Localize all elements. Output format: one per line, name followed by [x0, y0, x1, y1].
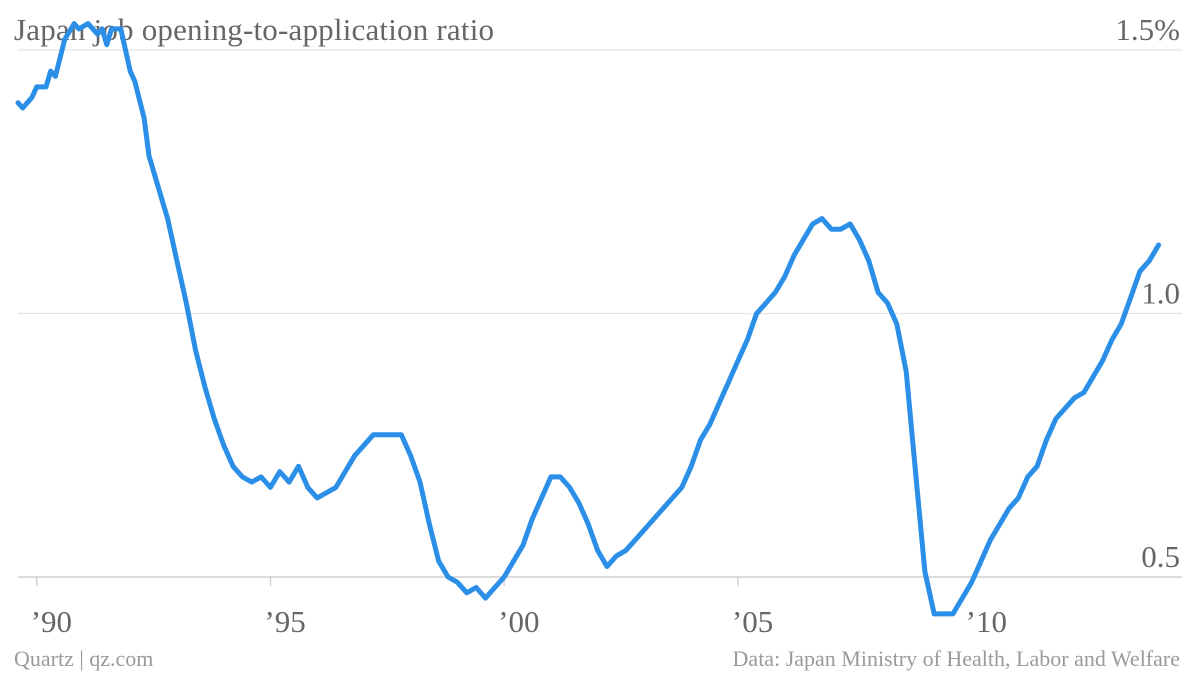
- y-axis-tick-labels: 0.5 1.0 1.5%: [1115, 12, 1180, 574]
- source-credit: Quartz | qz.com: [14, 646, 154, 671]
- y-tick-label: 1.5%: [1115, 12, 1180, 47]
- x-tick-label: ’00: [498, 604, 539, 639]
- x-tick-label: ’90: [31, 604, 72, 639]
- y-tick-label: 1.0: [1141, 276, 1180, 311]
- series-layer: [15, 21, 1162, 617]
- series-line: [15, 21, 1162, 617]
- gridlines: [18, 49, 1182, 578]
- x-tick-label: ’95: [264, 604, 305, 639]
- x-tick-label: ’10: [966, 604, 1007, 639]
- x-axis-ticks: ’90 ’95 ’00 ’05 ’10: [31, 577, 1007, 639]
- y-tick-label: 0.5: [1141, 539, 1180, 574]
- x-tick-label: ’05: [732, 604, 773, 639]
- data-source-note: Data: Japan Ministry of Health, Labor an…: [732, 646, 1180, 671]
